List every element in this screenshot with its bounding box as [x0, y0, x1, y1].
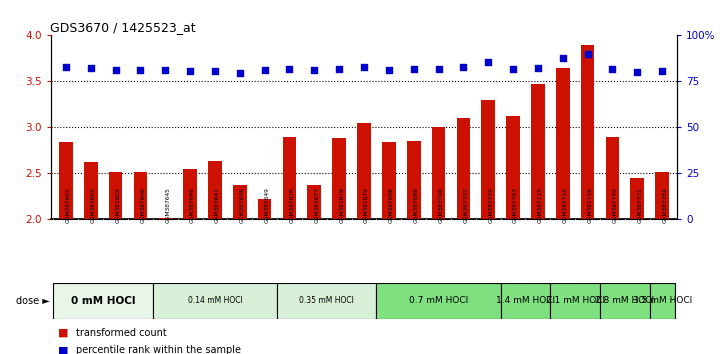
Point: [582, 51, 593, 57]
Text: transformed count: transformed count: [76, 328, 167, 338]
Text: GSM387698: GSM387698: [389, 187, 394, 223]
Point: [60, 64, 71, 69]
Bar: [531, 84, 545, 219]
Point: [309, 68, 320, 73]
Text: 1.4 mM HOCl: 1.4 mM HOCl: [496, 296, 555, 306]
Text: dose ►: dose ►: [17, 296, 50, 306]
Bar: [649, 283, 675, 319]
Bar: [159, 218, 172, 219]
Text: GSM387700: GSM387700: [438, 187, 443, 223]
Bar: [59, 142, 73, 219]
Text: GSM387601: GSM387601: [66, 187, 71, 223]
Bar: [307, 184, 321, 219]
Text: GSM387714: GSM387714: [563, 187, 568, 223]
Text: GSM387701: GSM387701: [464, 187, 468, 223]
Bar: [84, 162, 98, 219]
Text: GSM387703: GSM387703: [513, 187, 518, 223]
Bar: [332, 138, 346, 219]
Point: [358, 64, 370, 69]
Bar: [432, 127, 446, 219]
Text: GSM387677: GSM387677: [314, 187, 320, 223]
Point: [657, 68, 668, 74]
Bar: [606, 137, 620, 219]
Point: [408, 67, 419, 72]
Point: [383, 68, 395, 73]
Bar: [53, 283, 153, 319]
Text: GSM387606: GSM387606: [141, 187, 146, 223]
Bar: [282, 137, 296, 219]
Text: GSM387713: GSM387713: [538, 187, 543, 223]
Bar: [407, 141, 421, 219]
Text: 2.1 mM HOCl: 2.1 mM HOCl: [545, 296, 605, 306]
Point: [432, 67, 444, 72]
Bar: [277, 283, 376, 319]
Text: GSM387605: GSM387605: [116, 187, 121, 223]
Text: GSM387750: GSM387750: [612, 187, 617, 223]
Point: [532, 65, 544, 70]
Point: [159, 68, 171, 73]
Bar: [456, 118, 470, 219]
Point: [284, 66, 296, 72]
Text: GSM387716: GSM387716: [587, 187, 593, 223]
Bar: [183, 169, 197, 219]
Text: GSM387676: GSM387676: [290, 187, 294, 223]
Point: [458, 64, 470, 69]
Text: ■: ■: [58, 328, 68, 338]
Point: [209, 68, 221, 74]
Text: 2.8 mM HOCl: 2.8 mM HOCl: [596, 296, 654, 306]
Point: [234, 70, 245, 76]
Text: GSM387752: GSM387752: [662, 187, 667, 223]
Bar: [550, 283, 600, 319]
Bar: [233, 184, 247, 219]
Text: GSM387699: GSM387699: [414, 187, 419, 223]
Point: [557, 56, 569, 61]
Text: GSM387678: GSM387678: [339, 187, 344, 223]
Point: [507, 67, 519, 72]
Bar: [581, 45, 595, 219]
Bar: [630, 178, 644, 219]
Point: [110, 68, 122, 73]
Text: percentile rank within the sample: percentile rank within the sample: [76, 346, 242, 354]
Bar: [600, 283, 649, 319]
Bar: [382, 142, 396, 219]
Text: GSM387649: GSM387649: [264, 187, 269, 223]
Bar: [481, 100, 495, 219]
Text: GSM387751: GSM387751: [637, 187, 642, 223]
Bar: [376, 283, 501, 319]
Text: GSM387702: GSM387702: [488, 187, 494, 223]
Text: GSM387647: GSM387647: [215, 187, 220, 223]
Point: [135, 68, 146, 73]
Point: [85, 65, 97, 70]
Bar: [501, 283, 550, 319]
Bar: [357, 123, 371, 219]
Point: [184, 68, 196, 74]
Text: 0 mM HOCl: 0 mM HOCl: [71, 296, 135, 306]
Bar: [153, 283, 277, 319]
Text: GSM387645: GSM387645: [165, 187, 170, 223]
Bar: [258, 199, 272, 219]
Text: GSM387648: GSM387648: [240, 187, 245, 223]
Bar: [506, 116, 520, 219]
Text: 0.35 mM HOCl: 0.35 mM HOCl: [299, 296, 354, 306]
Text: GSM387602: GSM387602: [91, 187, 95, 223]
Text: GSM387646: GSM387646: [190, 187, 195, 223]
Bar: [133, 172, 147, 219]
Point: [631, 69, 643, 75]
Text: GSM387679: GSM387679: [364, 187, 369, 223]
Bar: [108, 172, 122, 219]
Text: 0.7 mM HOCl: 0.7 mM HOCl: [409, 296, 468, 306]
Point: [606, 66, 618, 72]
Point: [483, 59, 494, 65]
Text: 0.14 mM HOCl: 0.14 mM HOCl: [188, 296, 242, 306]
Bar: [208, 161, 222, 219]
Point: [333, 66, 345, 72]
Point: [258, 68, 270, 73]
Bar: [655, 172, 669, 219]
Bar: [556, 68, 569, 219]
Text: GDS3670 / 1425523_at: GDS3670 / 1425523_at: [50, 21, 196, 34]
Text: ■: ■: [58, 346, 68, 354]
Text: 3.5 mM HOCl: 3.5 mM HOCl: [633, 296, 692, 306]
